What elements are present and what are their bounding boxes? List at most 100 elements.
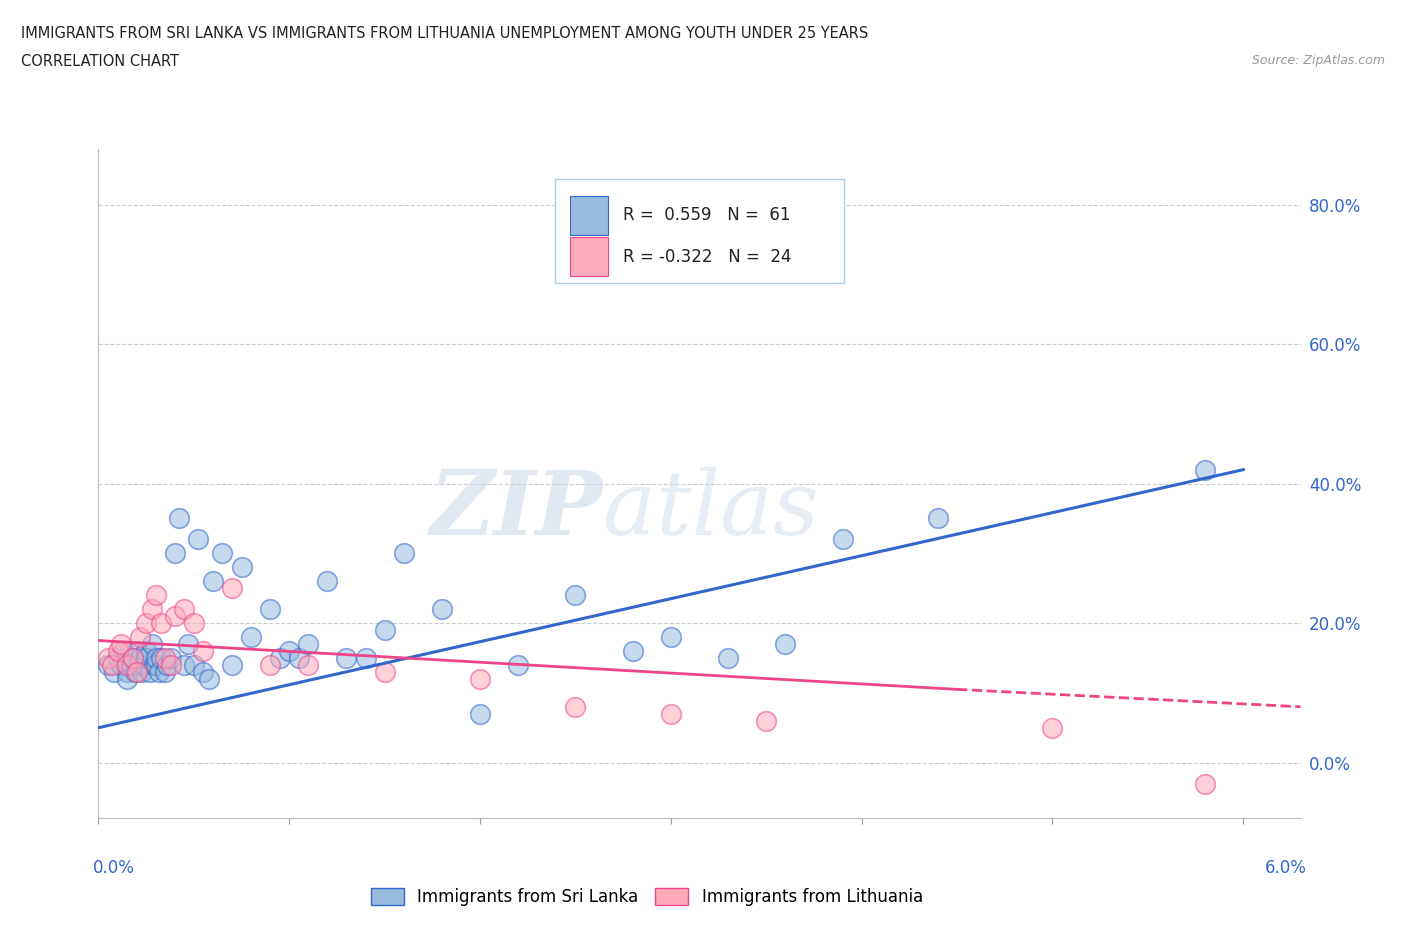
Point — [831, 532, 853, 547]
Point — [288, 651, 311, 666]
Point — [101, 658, 124, 672]
Point — [135, 651, 157, 666]
Point — [316, 574, 339, 589]
Point — [177, 637, 200, 652]
Point — [755, 713, 778, 728]
Point — [221, 658, 243, 672]
Point — [128, 658, 150, 672]
Point — [231, 560, 253, 575]
Point — [468, 707, 491, 722]
Point — [564, 699, 586, 714]
Point — [167, 512, 190, 526]
Point — [193, 665, 215, 680]
Text: 0.0%: 0.0% — [93, 858, 135, 877]
Point — [259, 658, 281, 672]
Point — [131, 665, 153, 680]
Point — [198, 671, 221, 686]
Point — [148, 665, 170, 680]
Point — [1194, 462, 1216, 477]
Point — [564, 588, 586, 603]
Text: CORRELATION CHART: CORRELATION CHART — [21, 54, 179, 69]
Bar — [569, 237, 609, 276]
Point — [156, 658, 179, 672]
Point — [508, 658, 530, 672]
Text: Source: ZipAtlas.com: Source: ZipAtlas.com — [1251, 54, 1385, 67]
Point — [125, 644, 148, 658]
Point — [103, 665, 125, 680]
Point — [150, 651, 173, 666]
Point — [115, 671, 138, 686]
Point — [163, 609, 186, 624]
Point — [659, 630, 682, 644]
Point — [187, 532, 209, 547]
Point — [155, 651, 177, 666]
Point — [121, 651, 143, 666]
Point — [621, 644, 644, 658]
Point — [392, 546, 415, 561]
Text: atlas: atlas — [603, 467, 820, 553]
Point — [121, 651, 143, 666]
Point — [115, 658, 138, 672]
Point — [468, 671, 491, 686]
Point — [145, 651, 167, 666]
Point — [221, 580, 243, 596]
Point — [183, 658, 205, 672]
Point — [173, 602, 195, 617]
Point — [297, 658, 319, 672]
Point — [717, 651, 740, 666]
Bar — [569, 195, 609, 234]
Point — [110, 637, 132, 652]
Point — [115, 665, 138, 680]
Point — [278, 644, 301, 658]
Point — [201, 574, 224, 589]
Point — [173, 658, 195, 672]
Point — [259, 602, 281, 617]
Point — [374, 665, 396, 680]
Point — [135, 644, 157, 658]
Point — [129, 630, 152, 644]
Point — [145, 588, 167, 603]
Point — [97, 658, 120, 672]
Text: ZIP: ZIP — [430, 467, 603, 553]
Point — [335, 651, 357, 666]
Point — [110, 658, 132, 672]
Point — [139, 665, 162, 680]
Point — [374, 623, 396, 638]
Point — [193, 644, 215, 658]
Point — [129, 651, 152, 666]
Point — [135, 616, 157, 631]
Point — [112, 644, 135, 658]
Point — [141, 602, 163, 617]
Point — [142, 658, 165, 672]
Point — [107, 644, 129, 658]
Point — [183, 616, 205, 631]
Point — [124, 665, 146, 680]
Point — [297, 637, 319, 652]
Point — [155, 665, 177, 680]
Point — [160, 651, 183, 666]
Point — [107, 651, 129, 666]
Text: R = -0.322   N =  24: R = -0.322 N = 24 — [623, 247, 792, 266]
Text: R =  0.559   N =  61: R = 0.559 N = 61 — [623, 206, 790, 224]
Point — [1042, 721, 1064, 736]
Point — [125, 665, 148, 680]
Point — [430, 602, 453, 617]
Text: 6.0%: 6.0% — [1264, 858, 1306, 877]
Point — [240, 630, 263, 644]
Point — [160, 658, 183, 672]
Point — [150, 616, 173, 631]
Point — [354, 651, 377, 666]
Point — [659, 707, 682, 722]
Point — [775, 637, 797, 652]
Legend: Immigrants from Sri Lanka, Immigrants from Lithuania: Immigrants from Sri Lanka, Immigrants fr… — [364, 881, 929, 912]
Point — [927, 512, 949, 526]
Point — [1194, 776, 1216, 790]
Point — [269, 651, 291, 666]
Point — [211, 546, 233, 561]
Point — [141, 637, 163, 652]
Point — [134, 658, 156, 672]
Point — [163, 546, 186, 561]
Text: IMMIGRANTS FROM SRI LANKA VS IMMIGRANTS FROM LITHUANIA UNEMPLOYMENT AMONG YOUTH : IMMIGRANTS FROM SRI LANKA VS IMMIGRANTS … — [21, 26, 869, 41]
Point — [120, 658, 142, 672]
Point — [145, 658, 167, 672]
